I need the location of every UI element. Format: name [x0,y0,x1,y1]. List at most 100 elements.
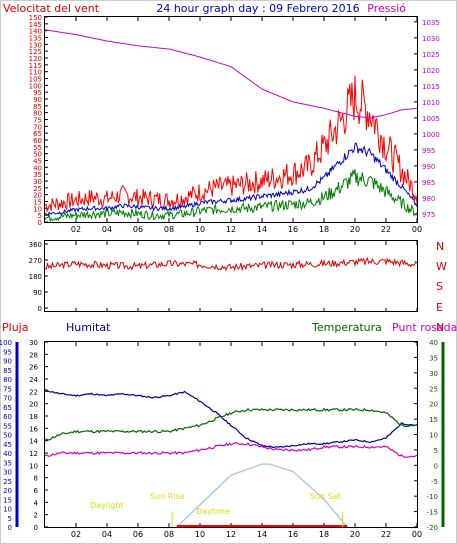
rain-ytick-label: 10 [29,462,38,470]
wind-ytick-label: 125 [29,48,42,56]
pressure-label: Pressió [367,2,406,15]
compass-label: N [436,321,444,334]
wind-xtick-label: 22 [381,225,391,234]
humidity-ytick-label: 90 [3,358,12,366]
pressure-ytick-label: 995 [422,147,435,155]
wind-ytick-label: 60 [33,137,42,145]
temp-ytick-label: 30 [429,370,438,378]
humidity-ytick-label: 0 [8,524,12,532]
pressure-ytick-label: 975 [422,211,435,219]
temp-xtick-label: 02 [71,530,81,539]
humidity-ytick-label: 30 [3,469,12,477]
wind-ytick-label: 20 [33,192,42,200]
humidity-ytick-label: 50 [3,432,12,440]
temp-xtick-label: 00 [412,530,422,539]
dir-ytick-label: 0 [38,305,42,313]
humidity-ytick-label: 20 [3,487,12,495]
wind-pressure-chart: 0510152025303540455055606570758085909510… [29,14,440,234]
wind-ytick-label: 150 [29,14,42,22]
temp-ytick-label: 40 [429,339,438,347]
wind-xtick-label: 14 [257,225,267,234]
humidity-ytick-label: 95 [3,348,12,356]
chart-title: 24 hour graph day : 09 Febrero 2016 [156,2,359,15]
temp-xtick-label: 06 [133,530,143,539]
sun-set-label: Sun Set [310,492,341,501]
wind-ytick-label: 110 [29,69,42,77]
wind-panel [44,16,418,223]
rain-ytick-label: 22 [29,388,38,396]
temp-ytick-label: 5 [434,447,438,455]
temp-panel [44,341,418,528]
temp-xtick-label: 18 [319,530,329,539]
humidity-ytick-label: 35 [3,459,12,467]
wind-ytick-label: 90 [33,96,42,104]
wind-ytick-label: 5 [38,212,42,220]
rain-ytick-label: 2 [34,512,38,520]
humidity-ytick-label: 70 [3,395,12,403]
wind-ytick-label: 10 [33,205,42,213]
wind-xtick-label: 20 [350,225,360,234]
humidity-label: Humitat [66,321,111,334]
temp-xtick-label: 04 [102,530,112,539]
wind-ytick-label: 115 [29,62,42,70]
wind-ytick-label: 50 [33,151,42,159]
humidity-ytick-label: 65 [3,404,12,412]
humidity-ytick-label: 55 [3,422,12,430]
rain-ytick-label: 8 [34,475,38,483]
temp-ytick-label: -20 [427,524,438,532]
wind-xtick-label: 00 [412,225,422,234]
temp-xtick-label: 22 [381,530,391,539]
rain-ytick-label: 12 [29,450,38,458]
rain-ytick-label: 16 [29,425,38,433]
wind-ytick-label: 95 [33,89,42,97]
wind-ytick-label: 30 [33,178,42,186]
temp-ytick-label: 0 [434,462,438,470]
temp-ytick-label: 20 [429,401,438,409]
temp-ytick-label: 10 [429,432,438,440]
wind-gust-line [44,75,418,213]
wind-ytick-label: 145 [29,21,42,29]
dew-point-label: Punt rosada [392,321,457,334]
temp-xtick-label: 20 [350,530,360,539]
temp-xtick-label: 10 [195,530,205,539]
temp-ytick-label: -10 [427,493,438,501]
temperature-label: Temperatura [311,321,382,334]
humidity-ytick-label: 80 [3,376,12,384]
pressure-ytick-label: 990 [422,163,435,171]
daylight-label: Daylight [90,501,124,510]
temp-xtick-label: 14 [257,530,267,539]
dir-ytick-label: 180 [29,273,42,281]
rain-ytick-label: 20 [29,401,38,409]
dir-ytick-label: 360 [29,241,42,249]
pressure-ytick-label: 980 [422,195,435,203]
humidity-ytick-label: 5 [8,515,12,523]
rain-ytick-label: 24 [29,376,38,384]
temp-xtick-label: 16 [288,530,298,539]
humidity-ytick-label: 45 [3,441,12,449]
wind-ytick-label: 105 [29,76,42,84]
dew-point-line [44,442,418,458]
pressure-ytick-label: 1000 [422,131,440,139]
pressure-ytick-label: 1010 [422,99,440,107]
humidity-ytick-label: 100 [0,339,12,347]
compass-label: N [436,240,444,253]
wind-ytick-label: 85 [33,103,42,111]
humidity-ytick-label: 40 [3,450,12,458]
wind-xtick-label: 10 [195,225,205,234]
wind-xtick-label: 08 [164,225,174,234]
pressure-ytick-label: 1035 [422,19,440,27]
humidity-ytick-label: 25 [3,478,12,486]
compass-label: W [436,260,447,273]
temp-ytick-label: -5 [431,478,438,486]
wind-ytick-label: 75 [33,117,42,125]
rain-ytick-label: 28 [29,351,38,359]
humidity-ytick-label: 60 [3,413,12,421]
wind-speed-label: Velocitat del vent [3,2,100,15]
wind-ytick-label: 130 [29,41,42,49]
temperature-line [44,407,418,441]
wind-ytick-label: 35 [33,171,42,179]
wind-xtick-label: 04 [102,225,112,234]
rain-ytick-label: 18 [29,413,38,421]
pressure-ytick-label: 1020 [422,67,440,75]
wind-ytick-label: 140 [29,28,42,36]
